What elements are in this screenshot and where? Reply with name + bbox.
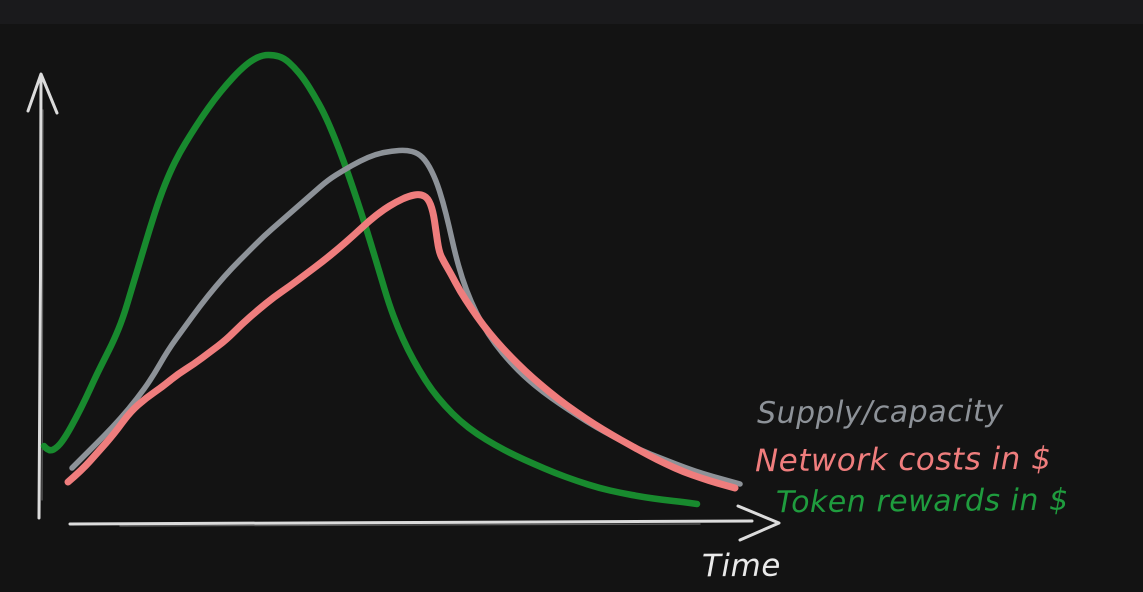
x-axis-overdraw — [119, 523, 701, 527]
legend-token-rewards: Token rewards in $ — [775, 482, 1069, 521]
curve-token-rewards-in — [40, 51, 701, 508]
x-axis-line — [68, 519, 754, 526]
x-axis — [68, 504, 781, 542]
legend-network-costs: Network costs in $ — [754, 440, 1052, 480]
top-band — [0, 0, 1143, 24]
x-axis-label: Time — [701, 547, 781, 585]
y-axis — [26, 72, 59, 520]
y-axis-arrowhead — [26, 72, 59, 115]
y-axis-line — [37, 76, 43, 520]
curves-layer — [40, 51, 743, 508]
y-axis-overdraw — [41, 109, 44, 501]
legend-supply-capacity: Supply/capacity — [756, 393, 1004, 432]
curve-network-costs-in — [64, 191, 739, 492]
x-axis-arrowhead — [736, 504, 781, 542]
